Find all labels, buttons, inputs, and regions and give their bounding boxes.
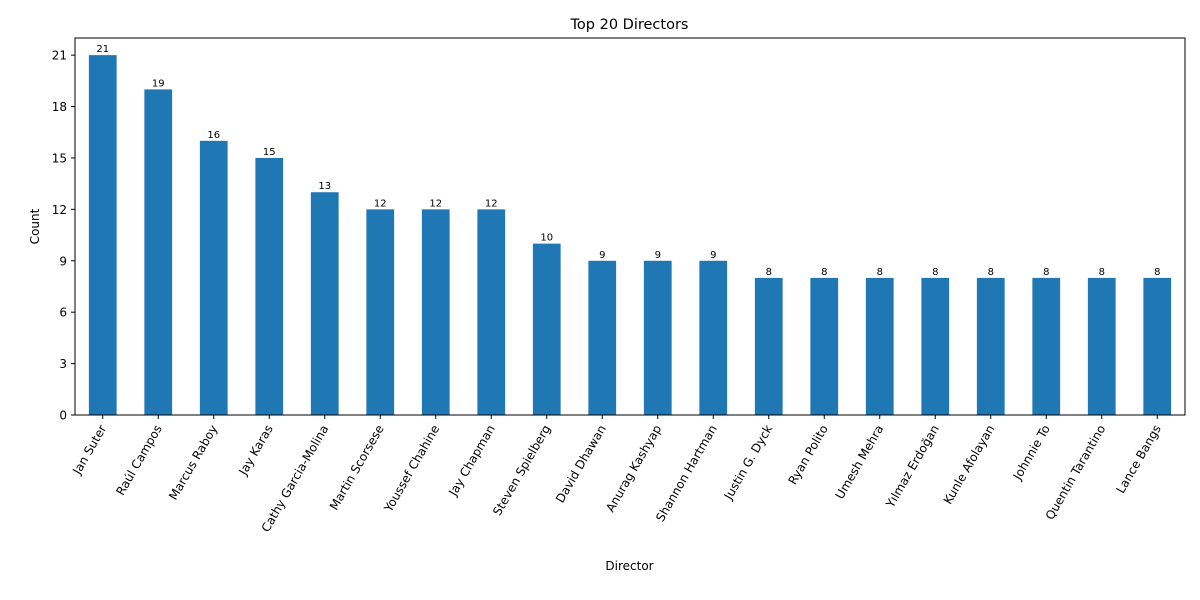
bar [865, 277, 894, 415]
bar [366, 209, 395, 415]
bar [255, 157, 284, 416]
bar [699, 260, 728, 415]
data-label: 12 [485, 198, 498, 209]
bars-layer [88, 55, 1172, 416]
x-tick-label: Ryan Polito [786, 423, 831, 488]
x-tick-label: Steven Spielberg [490, 423, 553, 519]
x-tick-label: Martin Scorsese [327, 423, 387, 513]
data-label: 9 [599, 250, 605, 261]
bar [421, 209, 450, 415]
bar [1032, 277, 1061, 415]
bar [1143, 277, 1172, 415]
bar [810, 277, 839, 415]
data-label: 8 [932, 267, 938, 278]
x-tick-label: Shannon Hartman [653, 423, 720, 525]
data-label: 10 [540, 233, 553, 244]
bar [976, 277, 1005, 415]
x-tick-label: Marcus Raboy [166, 423, 220, 503]
x-tick-label: Umesh Mehra [833, 423, 887, 502]
x-axis: Jan Suter Raúl Campos Marcus Raboy Jay Kara… [69, 415, 1164, 534]
data-label: 15 [263, 147, 276, 158]
bar [88, 55, 117, 416]
data-label: 8 [766, 267, 772, 278]
data-label: 8 [988, 267, 994, 278]
data-label: 19 [152, 78, 165, 89]
data-label: 21 [96, 44, 109, 55]
data-label: 9 [655, 250, 661, 261]
data-label: 9 [710, 250, 716, 261]
data-label: 12 [429, 198, 442, 209]
y-tick-label: 6 [59, 306, 67, 320]
x-axis-title: Director [605, 559, 653, 573]
y-tick-label: 3 [59, 357, 67, 371]
x-tick-label: Jan Suter [69, 422, 109, 477]
plot-frame [74, 37, 1186, 416]
x-tick-label: Lance Bangs [1113, 423, 1163, 496]
data-label: 8 [1043, 267, 1049, 278]
bar [921, 277, 950, 415]
x-tick-label: David Dhawan [553, 423, 609, 506]
x-tick-label: Justin G. Dyck [721, 422, 775, 502]
y-tick-label: 15 [52, 151, 67, 165]
bar [532, 243, 561, 415]
x-tick-label: Anurag Kashyap [603, 423, 664, 515]
x-tick-label: Quentin Tarantino [1043, 423, 1109, 523]
data-label: 8 [821, 267, 827, 278]
bar [1087, 277, 1116, 415]
x-tick-label: Johnnie To [1010, 423, 1053, 484]
bar [643, 260, 672, 415]
y-tick-label: 12 [52, 203, 67, 217]
bar [754, 277, 783, 415]
y-axis-title: Count [28, 208, 42, 244]
data-label: 12 [374, 198, 387, 209]
x-tick-label: Raúl Campos [113, 423, 165, 498]
x-tick-label: Jay Chapman [446, 423, 498, 500]
bar [199, 140, 228, 415]
data-label: 13 [318, 181, 331, 192]
bar [477, 209, 506, 415]
y-tick-label: 18 [52, 100, 67, 114]
x-tick-label: Kunle Afolayan [941, 423, 998, 507]
bar [144, 89, 173, 415]
data-labels-layer: 21 19 16 15 13 12 12 12 10 9 9 9 8 8 8 8 8 8 8 8 [96, 44, 1160, 278]
bar [310, 192, 339, 415]
data-label: 16 [207, 130, 220, 141]
x-tick-label: Jay Karas [236, 423, 276, 479]
y-axis: 0 3 6 9 12 15 18 21 [52, 49, 75, 423]
data-label: 8 [1099, 267, 1105, 278]
data-label: 8 [1154, 267, 1160, 278]
data-label: 8 [877, 267, 883, 278]
bar [588, 260, 617, 415]
x-tick-label: Youssef Chahine [381, 423, 443, 516]
chart-title: Top 20 Directors [570, 17, 689, 33]
x-tick-label: Yılmaz Erdoğan [883, 423, 942, 511]
y-tick-label: 21 [52, 49, 67, 63]
y-tick-label: 9 [59, 254, 67, 268]
y-tick-label: 0 [59, 409, 67, 423]
